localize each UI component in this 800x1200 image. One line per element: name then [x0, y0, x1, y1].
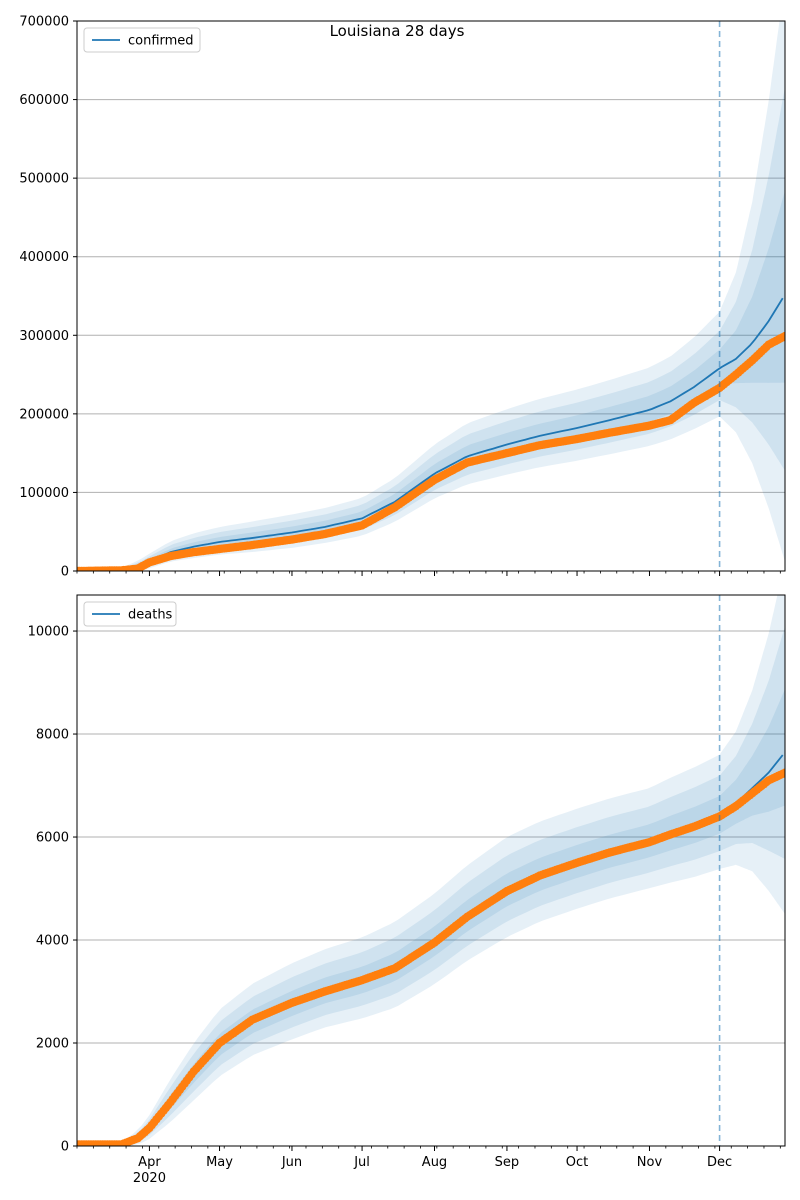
- uncertainty-band: [719, 689, 785, 834]
- legend-box: [83, 601, 177, 627]
- legend: deaths: [83, 601, 177, 627]
- y-tick-label: 10000: [28, 625, 69, 640]
- x-tick-label: Dec: [707, 1155, 732, 1170]
- x-tick-label: Apr: [138, 1155, 161, 1170]
- uncertainty-band: [719, 190, 785, 385]
- y-tick-label: 0: [61, 565, 69, 580]
- x-tick-label: Sep: [495, 1155, 520, 1170]
- legend-label: deaths: [128, 608, 173, 623]
- x-tick-label: Aug: [422, 1155, 447, 1170]
- y-tick-label: 400000: [19, 250, 69, 265]
- legend-box: [83, 27, 201, 53]
- observed-point: [780, 331, 785, 341]
- observed-point: [780, 768, 785, 777]
- x-tick-label: Jun: [281, 1155, 302, 1170]
- observed-series: [77, 331, 785, 571]
- legend: confirmed: [83, 27, 201, 53]
- confirmed-panel: 0 100000 200000 300000 400000 500000 600000 700…: [19, 15, 786, 580]
- plot-area: [77, 595, 785, 1146]
- figure-title: Louisiana 28 days: [330, 22, 465, 40]
- uncertainty-band: [719, 626, 785, 859]
- y-tick-label: 300000: [19, 329, 69, 344]
- y-tick-label: 8000: [36, 728, 69, 743]
- uncertainty-band: [77, 311, 720, 571]
- x-tick-label: May: [206, 1155, 233, 1170]
- y-tick-label: 2000: [36, 1037, 69, 1052]
- uncertainty-band: [77, 796, 720, 1146]
- y-tick-label: 500000: [19, 172, 69, 187]
- x-year-label: 2020: [133, 1171, 166, 1186]
- y-tick-label: 200000: [19, 407, 69, 422]
- deaths-panel: 0 2000 4000 6000 8000 10000 Apr May Jun Jul Aug Sep…: [28, 594, 786, 1186]
- x-tick-label: Jul: [353, 1155, 370, 1170]
- axes-frame: [76, 594, 786, 1147]
- uncertainty-band: [77, 754, 720, 1146]
- x-tick-label: Nov: [637, 1155, 663, 1170]
- axes-frame: [76, 20, 786, 572]
- y-tick-label: 6000: [36, 831, 69, 846]
- y-tick-label: 700000: [19, 15, 69, 30]
- plot-area: [77, 21, 785, 571]
- model-line: [77, 297, 784, 571]
- legend-label: confirmed: [128, 34, 194, 49]
- observed-series: [77, 768, 785, 1146]
- y-tick-label: 0: [61, 1140, 69, 1155]
- x-tick-label: Oct: [566, 1155, 588, 1170]
- y-tick-label: 600000: [19, 93, 69, 108]
- y-tick-label: 100000: [19, 486, 69, 501]
- uncertainty-band: [719, 21, 785, 562]
- y-tick-label: 4000: [36, 934, 69, 949]
- uncertainty-band: [719, 595, 785, 914]
